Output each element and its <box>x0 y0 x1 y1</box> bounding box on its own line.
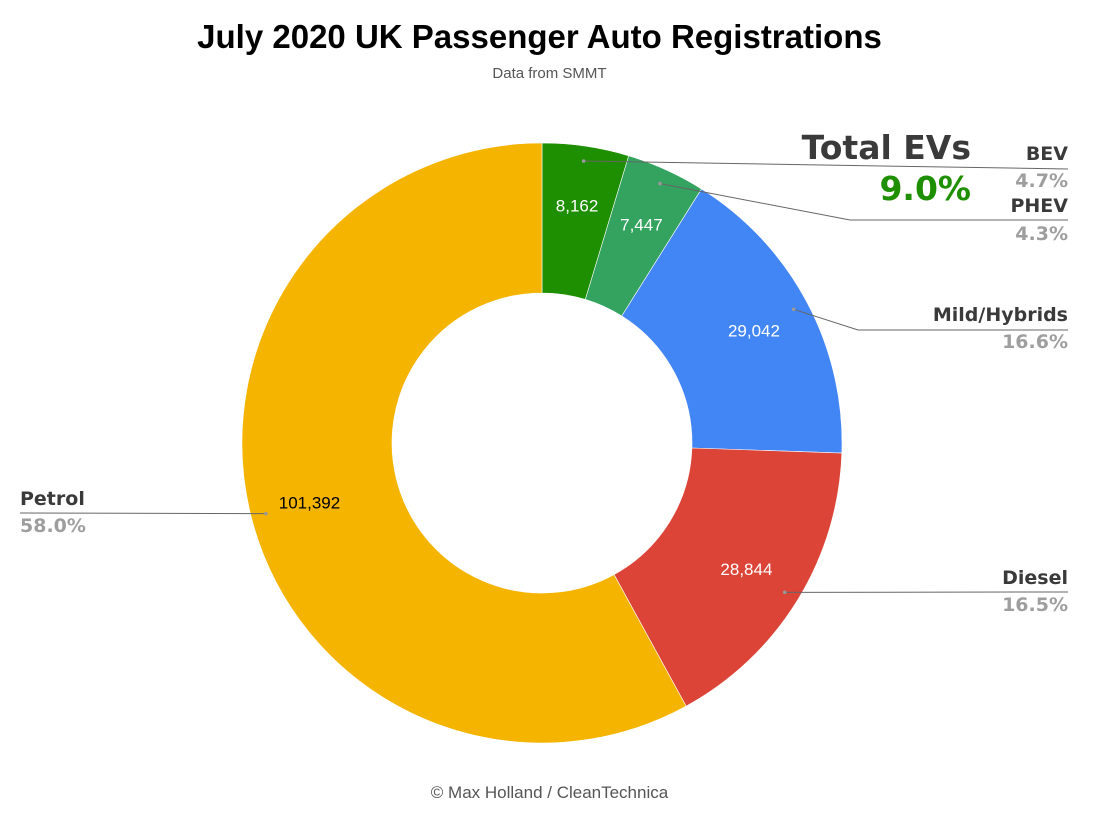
value-label: 7,447 <box>620 216 663 235</box>
leader-dot <box>791 307 796 312</box>
value-label: 8,162 <box>556 197 599 216</box>
legend-pct-phev: 4.3% <box>1015 223 1068 245</box>
legend-label-phev: PHEV <box>1010 195 1068 217</box>
chart-subtitle: Data from SMMT <box>492 65 607 82</box>
legend-pct-mild-hybrids: 16.6% <box>1002 331 1068 353</box>
slice-petrol <box>241 142 687 744</box>
leader-dot <box>581 159 586 163</box>
chart-title: July 2020 UK Passenger Auto Registration… <box>197 18 882 55</box>
legend-label-mild-hybrids: Mild/Hybrids <box>932 304 1068 326</box>
value-label: 101,392 <box>279 494 340 513</box>
legend-label-diesel: Diesel <box>1002 567 1068 589</box>
chart-footer: © Max Holland / CleanTechnica <box>430 783 669 802</box>
legend-pct-bev: 4.7% <box>1015 170 1068 192</box>
leader-line <box>583 160 1069 170</box>
legend-pct-diesel: 16.5% <box>1002 594 1068 616</box>
leader-dot <box>264 511 268 516</box>
value-label: 29,042 <box>728 321 780 340</box>
slice-diesel <box>613 447 843 707</box>
legend-label-bev: BEV <box>1025 143 1068 165</box>
slice-mild-hybrids <box>621 188 843 454</box>
total-evs-label: Total EVs <box>801 128 971 167</box>
leader-line <box>793 308 1068 331</box>
leader-line <box>659 183 1068 221</box>
leader-line <box>19 512 266 515</box>
total-evs-value: 9.0% <box>879 169 971 208</box>
leader-dot <box>782 590 787 595</box>
value-label: 28,844 <box>720 560 772 579</box>
legend-pct-petrol: 58.0% <box>20 515 86 537</box>
leader-dot <box>658 181 662 186</box>
legend-label-petrol: Petrol <box>20 488 85 510</box>
